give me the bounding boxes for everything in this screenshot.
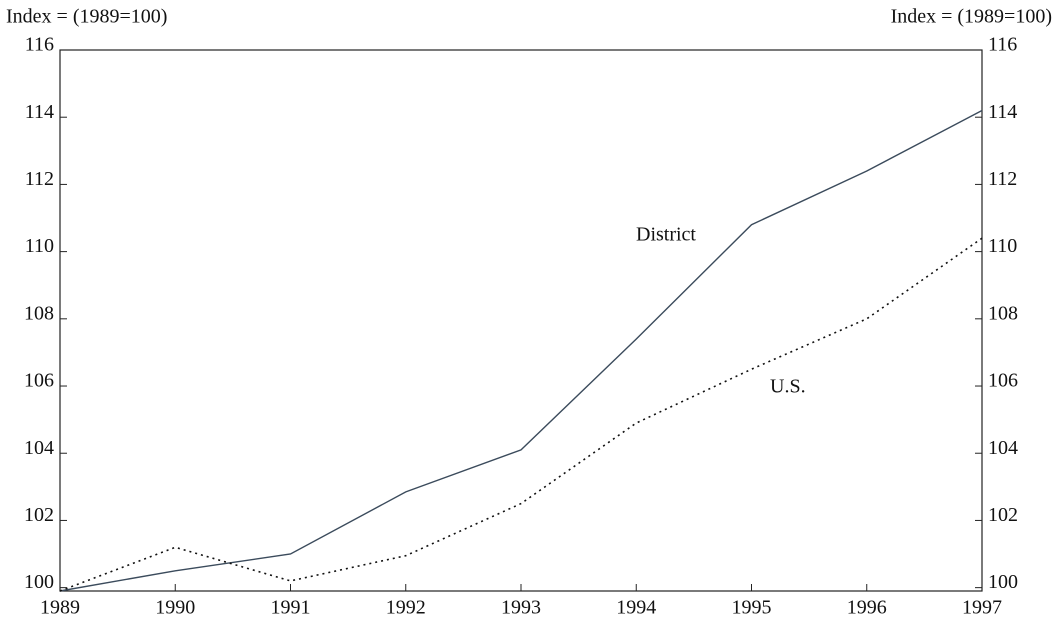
x-tick-label: 1993 bbox=[501, 597, 541, 619]
y2-tick-label: 108 bbox=[988, 302, 1018, 324]
series-line bbox=[59, 109, 983, 592]
y-tick-label: 108 bbox=[24, 302, 54, 324]
y-tick-label: 106 bbox=[24, 370, 54, 392]
x-tick-label: 1997 bbox=[962, 597, 1002, 619]
x-tick-label: 1996 bbox=[847, 597, 887, 619]
y2-axis-label: Index = (1989=100) bbox=[891, 6, 1052, 28]
y2-tick-label: 112 bbox=[988, 168, 1017, 190]
x-tick-label: 1994 bbox=[616, 597, 656, 619]
y-tick-label: 114 bbox=[25, 101, 54, 123]
y-tick-label: 116 bbox=[25, 34, 54, 56]
y2-tick-label: 100 bbox=[988, 571, 1018, 593]
series-line bbox=[59, 237, 983, 592]
y-tick-label: 110 bbox=[25, 235, 54, 257]
y2-tick-label: 114 bbox=[988, 101, 1017, 123]
y-tick-label: 112 bbox=[25, 168, 54, 190]
y-axis-label: Index = (1989=100) bbox=[6, 6, 167, 28]
plot-frame bbox=[59, 49, 983, 592]
y2-tick-label: 102 bbox=[988, 504, 1018, 526]
y2-tick-label: 110 bbox=[988, 235, 1017, 257]
y2-tick-label: 116 bbox=[988, 34, 1017, 56]
x-tick-label: 1989 bbox=[40, 597, 80, 619]
x-tick-label: 1995 bbox=[732, 597, 772, 619]
x-tick-label: 1992 bbox=[386, 597, 426, 619]
y-tick-label: 104 bbox=[24, 437, 54, 459]
y2-tick-label: 106 bbox=[988, 370, 1018, 392]
x-tick-label: 1991 bbox=[271, 597, 311, 619]
y2-tick-label: 104 bbox=[988, 437, 1018, 459]
series-label: U.S. bbox=[770, 376, 806, 398]
y-tick-label: 100 bbox=[24, 571, 54, 593]
x-tick-label: 1990 bbox=[155, 597, 195, 619]
series-label: District bbox=[636, 224, 696, 246]
y-tick-label: 102 bbox=[24, 504, 54, 526]
